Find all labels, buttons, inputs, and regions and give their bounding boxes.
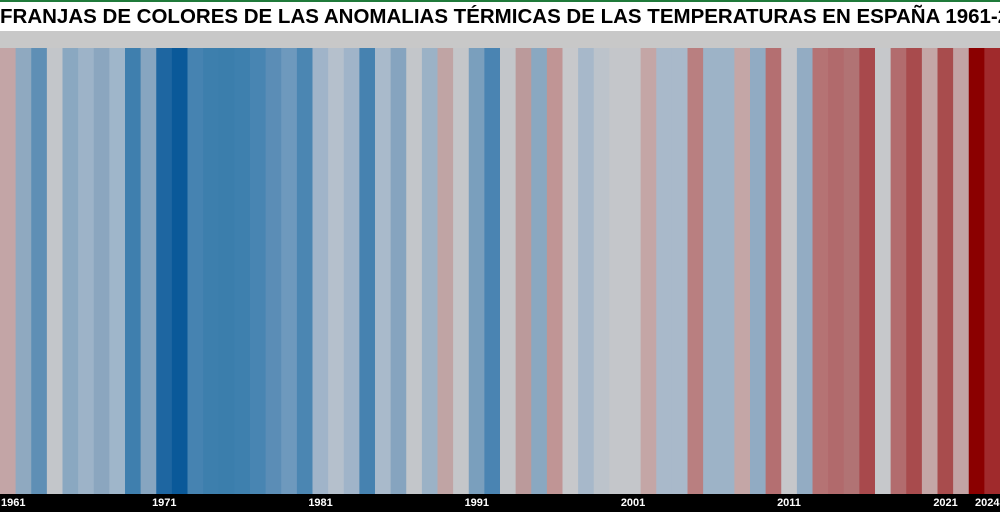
- stripe-2016: [859, 48, 876, 494]
- stripe-2006: [703, 48, 720, 494]
- stripe-1989: [437, 48, 454, 494]
- stripe-1981: [312, 48, 329, 494]
- stripe-1964: [46, 48, 63, 494]
- year-label-1971: 1971: [152, 497, 177, 509]
- year-label-2011: 2011: [777, 497, 801, 509]
- stripe-2011: [781, 48, 798, 494]
- stripe-2015: [843, 48, 860, 494]
- stripe-1995: [531, 48, 548, 494]
- year-label-2021: 2021: [933, 497, 958, 509]
- stripe-1972: [171, 48, 188, 494]
- stripe-1971: [156, 48, 173, 494]
- stripe-1976: [234, 48, 251, 494]
- stripe-1967: [93, 48, 110, 494]
- stripe-1963: [31, 48, 48, 494]
- stripe-1991: [468, 48, 485, 494]
- year-label-2001: 2001: [620, 497, 646, 509]
- stripe-2001: [625, 48, 642, 494]
- stripe-1993: [500, 48, 517, 494]
- stripe-2005: [687, 48, 704, 494]
- stripe-1996: [546, 48, 563, 494]
- year-axis-bar: [0, 494, 1000, 512]
- top-border: [0, 0, 1000, 2]
- stripe-1998: [578, 48, 595, 494]
- stripe-1980: [296, 48, 313, 494]
- stripe-1966: [78, 48, 95, 494]
- stripe-1973: [187, 48, 204, 494]
- stripe-1962: [15, 48, 32, 494]
- stripe-2003: [656, 48, 673, 494]
- stripe-1970: [140, 48, 157, 494]
- stripe-2023: [968, 48, 985, 494]
- stripe-1979: [281, 48, 298, 494]
- stripe-2004: [671, 48, 688, 494]
- stripe-1984: [359, 48, 376, 494]
- year-label-1981: 1981: [308, 497, 333, 509]
- stripe-1987: [406, 48, 423, 494]
- stripe-1975: [218, 48, 235, 494]
- stripe-1983: [343, 48, 360, 494]
- stripe-2014: [828, 48, 845, 494]
- stripe-2000: [609, 48, 626, 494]
- header-band: [0, 31, 1000, 48]
- stripe-1992: [484, 48, 501, 494]
- stripe-1990: [453, 48, 470, 494]
- stripe-2021: [937, 48, 954, 494]
- stripe-2022: [953, 48, 970, 494]
- stripe-1994: [515, 48, 532, 494]
- stripe-2020: [921, 48, 938, 494]
- year-label-2024: 2024: [975, 497, 1000, 509]
- stripe-1997: [562, 48, 579, 494]
- stripe-1988: [421, 48, 438, 494]
- stripe-1969: [125, 48, 142, 494]
- stripe-2012: [796, 48, 813, 494]
- stripe-1986: [390, 48, 407, 494]
- stripe-2008: [734, 48, 751, 494]
- stripe-2018: [890, 48, 907, 494]
- stripe-1982: [328, 48, 345, 494]
- stripe-1961: [0, 48, 17, 494]
- stripe-2010: [765, 48, 782, 494]
- year-label-1961: 1961: [1, 497, 26, 509]
- stripe-2009: [750, 48, 767, 494]
- stripe-2017: [875, 48, 892, 494]
- stripe-1965: [62, 48, 79, 494]
- stripe-2024: [984, 48, 1000, 494]
- stripe-1985: [375, 48, 392, 494]
- stripe-1978: [265, 48, 282, 494]
- stripe-1999: [593, 48, 610, 494]
- chart-title: FRANJAS DE COLORES DE LAS ANOMALIAS TÉRM…: [0, 5, 1000, 28]
- stripe-2013: [812, 48, 829, 494]
- stripe-1977: [250, 48, 267, 494]
- warming-stripes: [0, 48, 1000, 494]
- stripe-2007: [718, 48, 735, 494]
- stripe-2019: [906, 48, 923, 494]
- stripe-1968: [109, 48, 126, 494]
- year-label-1991: 1991: [464, 497, 490, 509]
- stripe-2002: [640, 48, 657, 494]
- stripe-1974: [203, 48, 220, 494]
